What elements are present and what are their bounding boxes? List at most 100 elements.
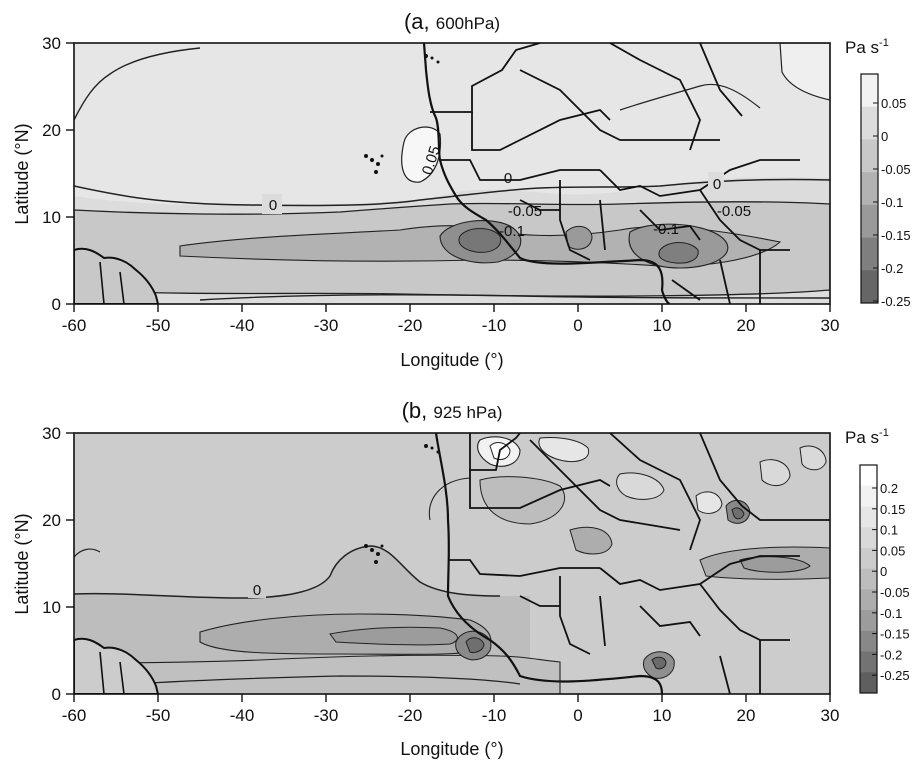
panel-b-contour-labels: 0 [248,578,266,599]
y-tick-label: 20 [42,121,61,140]
contour-label: -0.1 [499,223,525,240]
panel-b-positive-patch [616,472,665,500]
colorbar-label: 0.2 [880,481,898,496]
panel-b-y-tick-labels: 0 10 20 30 [42,424,61,704]
colorbar-label: -0.2 [881,261,903,276]
panel-b-colorbar: Pa s-1 0.2 0.15 0.1 0.05 0 -0.05 -0.1 -0.15 -0.2… [845,427,910,694]
x-tick-label: -60 [62,706,87,725]
panel-a-y-axis-label: Latitude (°N) [12,123,32,224]
panel-b-positive-patch [799,445,827,471]
x-tick-label: 10 [653,706,672,725]
x-tick-label: -20 [398,316,423,335]
x-tick-label: -30 [314,706,339,725]
panel-a-title: (a, 600hPa) [404,9,500,34]
contour-label: 0 [504,170,512,187]
panel-b-x-tick-labels: -60 -50 -40 -30 -20 -10 0 10 20 30 [62,706,840,725]
panel-b-positive-patch [538,437,590,462]
y-tick-label: 20 [42,511,61,530]
colorbar-label: 0.15 [880,502,905,517]
panel-b-negative-patch [731,507,745,520]
panel-a-ne-contour [619,83,761,111]
y-tick-label: 10 [42,208,61,227]
panel-a-y-ticks [66,42,74,305]
panel-b-y-axis-label: Latitude (°N) [12,513,32,614]
panel-a-country-borders [430,43,800,304]
panel-b-negative-patch [479,476,566,525]
panel-a-field [74,43,830,304]
colorbar-swatch [860,485,877,507]
colorbar-swatch [860,506,877,528]
x-tick-label: 0 [573,706,582,725]
colorbar-label: -0.05 [881,162,911,177]
panel-a-colorbar-swatches [861,74,878,304]
contour-label: 0 [269,197,277,214]
panel-b-min-east-core [651,656,667,670]
panel-b-africa-coastline [434,433,664,694]
x-tick-label: -30 [314,316,339,335]
colorbar-swatch [860,610,877,632]
panel-a-x-ticks [73,304,831,312]
x-tick-label: -40 [230,316,255,335]
panel-b-x-axis-label: Longitude (°) [400,739,503,759]
x-tick-label: 10 [653,316,672,335]
x-tick-label: -50 [146,316,171,335]
x-tick-label: -20 [398,706,423,725]
panel-b-colorbar-frame [859,464,878,694]
colorbar-label: 0.05 [880,543,905,558]
colorbar-label: -0.15 [880,627,910,642]
panel-b-band-minus-0.05 [74,654,561,694]
panel-b-positive-patch [695,491,723,514]
y-tick-label: 0 [52,685,61,704]
panel-a-y-tick-labels: 0 10 20 30 [42,34,61,314]
colorbar-label: -0.25 [881,294,911,309]
panel-b-islands [364,444,440,564]
panel-b-field [74,433,830,694]
colorbar-swatch [861,172,878,206]
y-tick-label: 0 [52,295,61,314]
panel-b-positive-patch [759,459,791,486]
panel-b: (b, 925 hPa) [12,398,910,759]
panel-a-min-central [565,225,593,250]
contour-label: -0.05 [717,203,751,220]
colorbar-label: 0.05 [881,96,906,111]
contour-label: 0 [713,176,721,193]
y-tick-label: 10 [42,598,61,617]
panel-b-colorbar-swatches [860,465,877,694]
panel-b-min-west-core [465,637,485,653]
colorbar-label: 0 [880,564,887,579]
colorbar-swatch [860,630,877,653]
panel-b-south-america-border [99,651,125,694]
y-tick-label: 30 [42,424,61,443]
panel-b-south-america-coast [74,637,160,694]
colorbar-swatch [861,74,878,108]
panel-b-band-minus-0.15 [329,626,458,646]
x-tick-label: -50 [146,706,171,725]
colorbar-swatch [860,547,877,570]
colorbar-label: -0.2 [880,647,902,662]
x-tick-label: -10 [482,316,507,335]
panel-a-min-west-core [458,228,502,253]
colorbar-label: -0.05 [880,585,910,600]
colorbar-swatch [861,204,878,239]
panel-a: (a, 600hPa) [12,9,911,370]
x-tick-label: -40 [230,706,255,725]
x-tick-label: 30 [821,706,840,725]
colorbar-swatch [860,465,877,487]
panel-a-plot-frame [73,42,831,305]
panel-a-nw-contour [74,47,201,121]
colorbar-label: 0.1 [880,523,898,538]
colorbar-swatch [861,270,878,304]
panel-a-north-region [74,43,830,206]
x-tick-label: -60 [62,316,87,335]
contour-label: 0 [253,582,261,599]
colorbar-swatch [860,589,877,611]
colorbar-swatch [861,237,878,271]
panel-b-nw-contour [74,548,101,558]
panel-b-colorbar-unit: Pa s-1 [845,427,889,447]
panel-b-y-ticks [66,432,74,695]
colorbar-swatch [861,139,878,173]
colorbar-swatch [860,672,877,694]
colorbar-label: -0.1 [881,195,903,210]
panel-b-zero-contour [74,545,501,599]
